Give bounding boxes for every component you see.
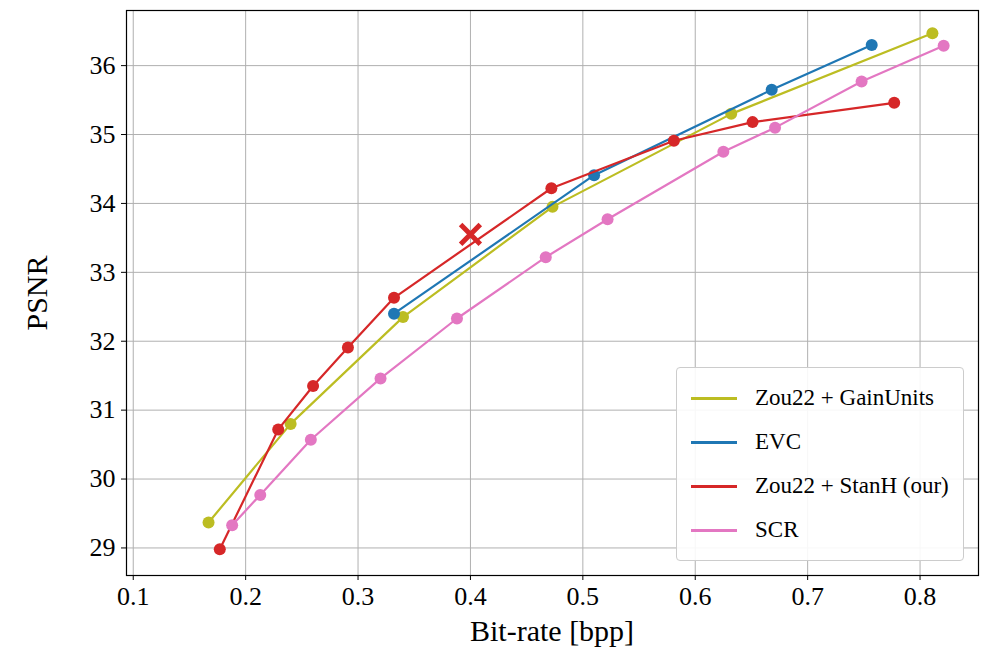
html-text:SCR: SCR [755,517,799,542]
svg-text:30: 30 [90,464,116,493]
svg-text:29: 29 [90,533,116,562]
svg-text:35: 35 [90,120,116,149]
svg-text:0.2: 0.2 [229,582,262,611]
svg-text:32: 32 [90,327,116,356]
svg-text:0.7: 0.7 [791,582,824,611]
svg-text:31: 31 [90,395,116,424]
svg-text:0.6: 0.6 [679,582,712,611]
svg-text:36: 36 [90,51,116,80]
svg-text:0.1: 0.1 [117,582,150,611]
svg-text:33: 33 [90,258,116,287]
svg-text:0.5: 0.5 [567,582,600,611]
html-text:EVC: EVC [755,429,801,454]
svg-text:0.4: 0.4 [454,582,487,611]
svg-text:34: 34 [90,189,116,218]
html-text:Zou22 + StanH (our): Zou22 + StanH (our) [755,473,949,498]
svg-text:0.3: 0.3 [342,582,375,611]
svg-text:0.8: 0.8 [904,582,937,611]
html-text:PSNR: PSNR [19,255,52,330]
html-text:Zou22 + GainUnits: Zou22 + GainUnits [755,385,935,410]
html-text:Bit-rate [bpp]: Bit-rate [bpp] [470,614,635,647]
